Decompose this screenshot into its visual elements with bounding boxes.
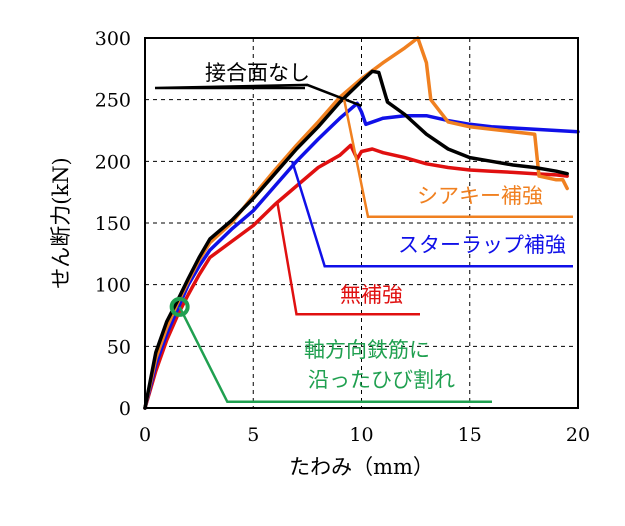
leader-line-1 xyxy=(342,99,573,219)
leader-line-2 xyxy=(291,160,573,268)
y-tick-label-5: 250 xyxy=(95,90,131,112)
series-line-2 xyxy=(143,101,580,410)
x-tick-label-1: 5 xyxy=(247,424,259,446)
y-tick-label-4: 200 xyxy=(95,151,131,173)
annotation-leaders xyxy=(154,83,573,404)
grid xyxy=(145,38,578,408)
y-tick-label-0: 0 xyxy=(119,398,131,420)
x-tick-label-4: 20 xyxy=(566,424,590,446)
annotation-label-3: 無補強 xyxy=(340,283,403,307)
y-tick-label-6: 300 xyxy=(95,28,131,50)
plot-frame xyxy=(144,37,579,409)
y-tick-label-3: 150 xyxy=(95,213,131,235)
x-tick-label-0: 0 xyxy=(139,424,151,446)
y-axis-label: せん断力(kN) xyxy=(49,157,73,289)
crack-marker-circle xyxy=(169,296,190,317)
annotation-label-5: 沿ったひび割れ xyxy=(308,368,455,392)
annotation-label-4: 軸方向鉄筋に xyxy=(304,338,430,362)
annotation-label-0: 接合面なし xyxy=(205,61,310,85)
series-line-3 xyxy=(143,143,569,410)
annotation-label-2: スターラップ補強 xyxy=(398,233,566,257)
x-axis-label: たわみ（mm） xyxy=(289,455,434,479)
series-layer xyxy=(143,36,580,410)
series-line-0 xyxy=(143,69,569,410)
leader-line-4 xyxy=(178,306,492,404)
y-tick-label-2: 100 xyxy=(95,275,131,297)
leader-line-0 xyxy=(154,83,362,107)
x-tick-label-3: 15 xyxy=(458,424,482,446)
leader-line-3 xyxy=(275,200,420,316)
x-tick-label-2: 10 xyxy=(349,424,373,446)
y-tick-label-1: 50 xyxy=(107,336,131,358)
annotation-label-1: シアキー補強 xyxy=(417,184,543,208)
